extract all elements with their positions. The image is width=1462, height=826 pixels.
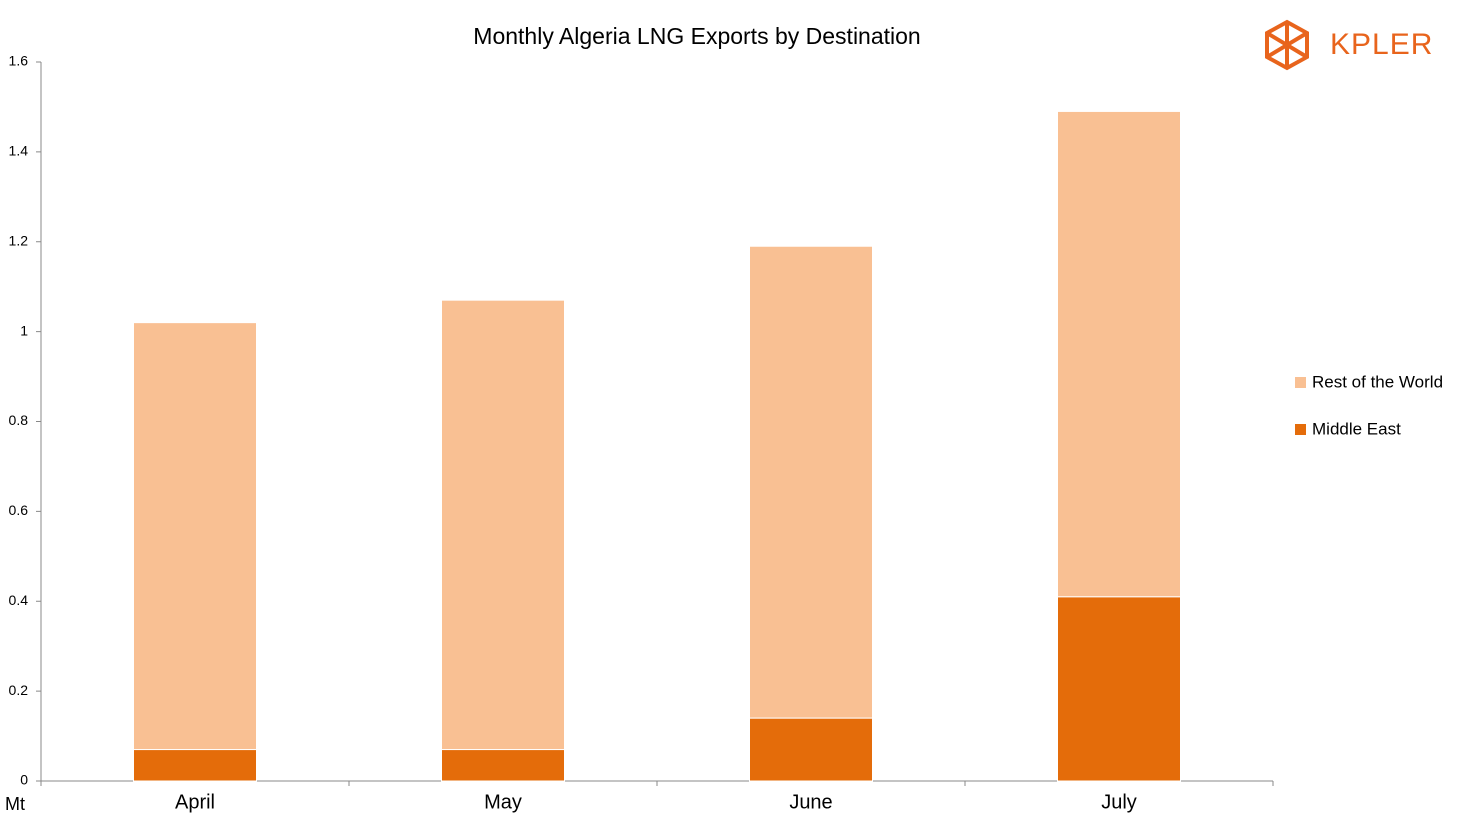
x-tick-label: July <box>1101 791 1137 813</box>
legend-swatch <box>1295 377 1306 388</box>
y-tick-label: 1.6 <box>9 53 29 69</box>
bar-segment <box>1057 596 1181 782</box>
x-tick-label: June <box>789 791 832 813</box>
y-tick-label: 0 <box>20 772 28 788</box>
x-tick-label: May <box>484 791 522 813</box>
bar-segment <box>1057 110 1181 598</box>
y-tick-label: 0.8 <box>9 412 29 428</box>
bar-segment <box>441 299 565 751</box>
bar-segment <box>749 245 873 719</box>
y-tick-label: 1.2 <box>9 232 29 248</box>
bar-segment <box>133 749 257 782</box>
legend-swatch <box>1295 424 1306 435</box>
legend-label: Middle East <box>1312 419 1401 438</box>
y-tick-label: 0.4 <box>9 592 29 608</box>
y-tick-label: 0.6 <box>9 502 29 518</box>
chart-title: Monthly Algeria LNG Exports by Destinati… <box>473 23 920 49</box>
bar-segment <box>133 322 257 751</box>
y-tick-label: 0.2 <box>9 682 29 698</box>
bar-segment <box>749 717 873 782</box>
bar-segment <box>441 749 565 782</box>
logo-text: KPLER <box>1330 28 1433 61</box>
legend-label: Rest of the World <box>1312 372 1443 391</box>
y-tick-label: 1 <box>20 322 28 338</box>
logo-icon <box>1265 19 1309 71</box>
y-unit: Mt <box>5 794 25 814</box>
y-tick-label: 1.4 <box>9 143 29 159</box>
x-tick-label: April <box>175 791 215 813</box>
